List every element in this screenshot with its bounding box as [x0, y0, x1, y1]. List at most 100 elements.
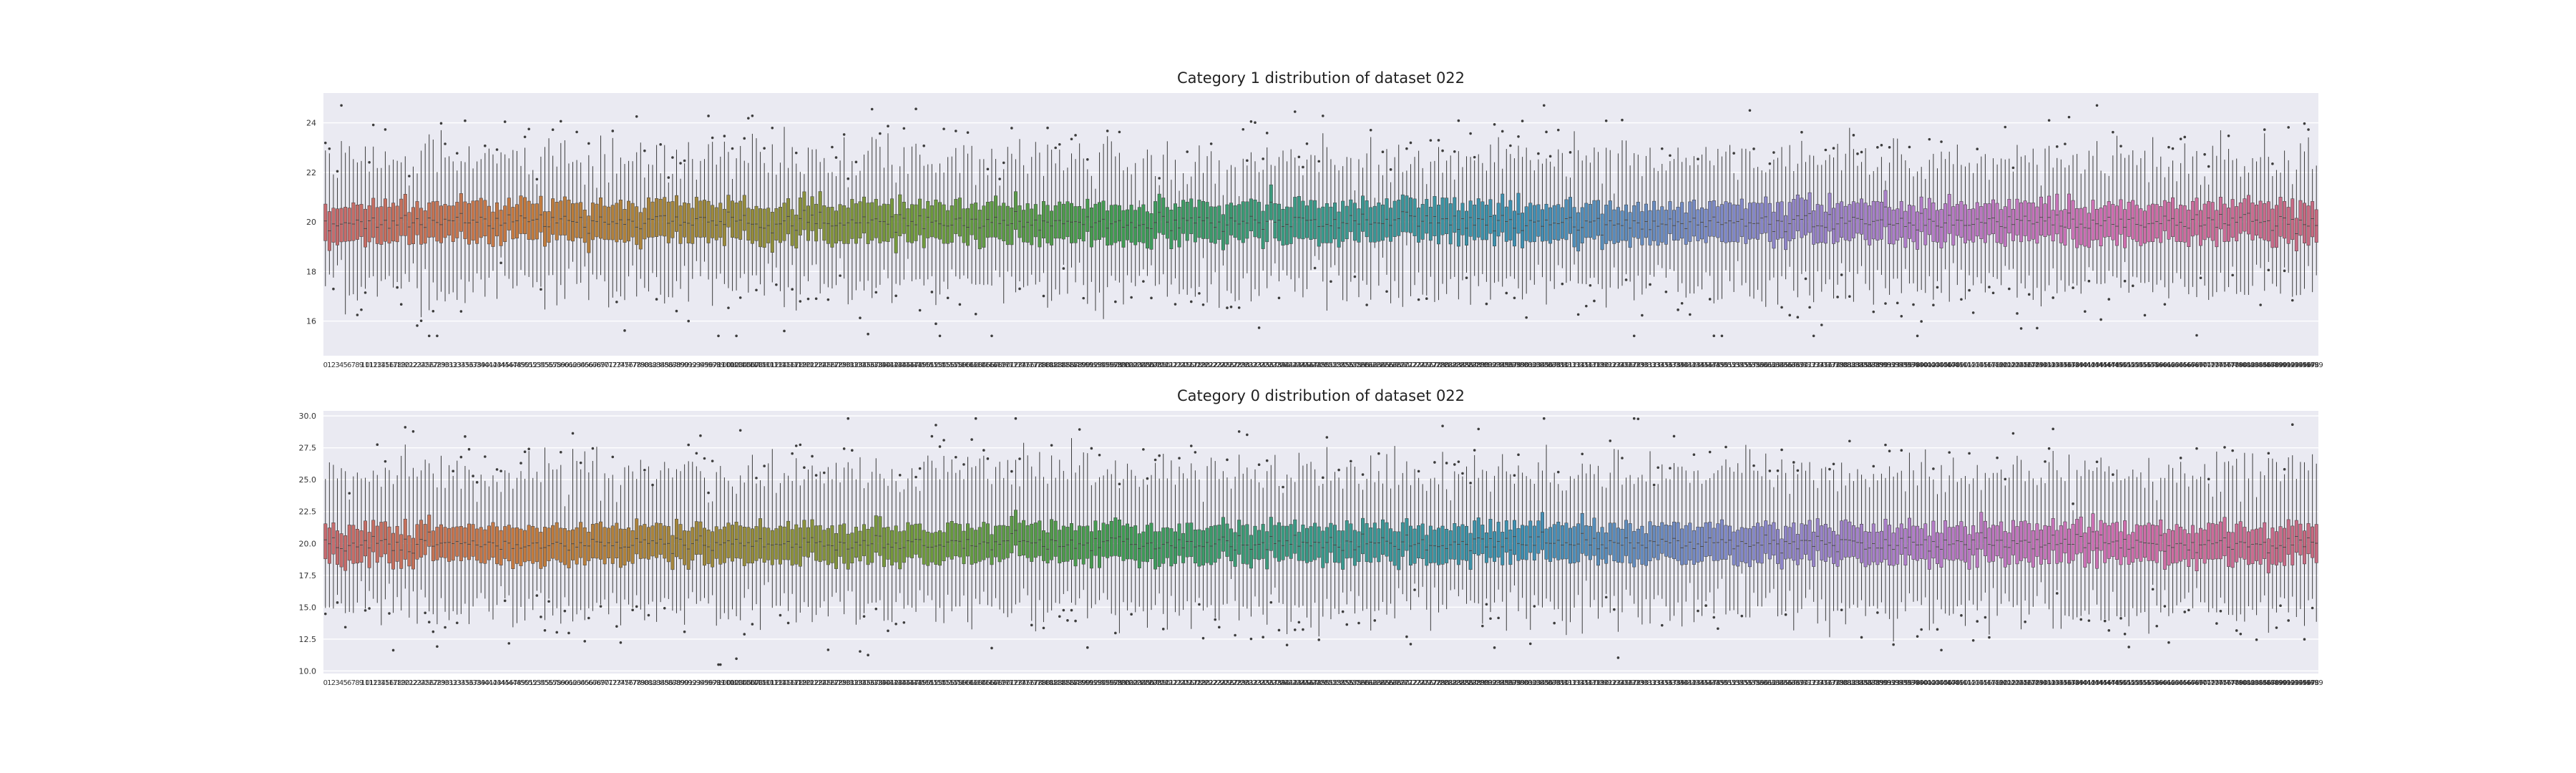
box-body	[1804, 199, 1807, 235]
box-201	[1126, 167, 1130, 276]
box-body	[806, 527, 810, 558]
x-tick-label: 342	[1683, 361, 1697, 369]
box-body	[1081, 208, 1085, 242]
box-149	[918, 155, 922, 312]
box-443	[2091, 155, 2095, 271]
box-298	[1512, 158, 1516, 300]
box-38	[475, 161, 479, 274]
box-267	[1389, 168, 1393, 303]
x-tick-label: 336	[1659, 361, 1673, 369]
box-body	[1568, 197, 1572, 234]
box-body	[2215, 210, 2219, 248]
box-body	[886, 204, 890, 242]
x-tick-label: 40	[480, 361, 489, 369]
box-body	[2227, 208, 2231, 242]
box-163	[974, 185, 978, 316]
x-tick-label: 405	[1935, 361, 1948, 369]
outlier-point	[938, 334, 942, 338]
x-tick-label: 333	[1647, 361, 1661, 369]
box-body	[1445, 198, 1449, 234]
outlier-point	[1848, 295, 1851, 298]
x-tick-label: 264	[1372, 361, 1385, 369]
box-body	[1337, 530, 1341, 563]
box-body	[1337, 211, 1341, 248]
outlier-point	[1341, 610, 1345, 613]
box-427	[2027, 162, 2031, 296]
box-body	[2223, 203, 2227, 242]
box-body	[746, 208, 751, 241]
x-tick-label: 83	[652, 361, 661, 369]
box-232	[1249, 120, 1253, 302]
box-423	[2011, 166, 2015, 269]
outlier-point	[563, 609, 567, 613]
box-29	[439, 122, 443, 292]
x-tick-label: 182	[1045, 361, 1058, 369]
x-tick-label: 338	[1667, 361, 1681, 369]
outlier-point	[1086, 157, 1089, 161]
x-tick-label: 413	[1966, 361, 1980, 369]
box-264	[1377, 165, 1381, 286]
outlier-point	[2064, 142, 2067, 145]
box-body	[2051, 210, 2055, 242]
outlier-point	[1465, 276, 1468, 279]
box-body	[343, 535, 348, 571]
box-body	[1165, 207, 1169, 239]
outlier-point	[467, 447, 471, 451]
outlier-point	[1896, 301, 1899, 305]
box-body	[942, 204, 946, 244]
x-tick-label: 269	[1392, 361, 1405, 369]
box-body	[2179, 205, 2183, 242]
box-body	[718, 203, 723, 238]
box-body	[2011, 208, 2015, 241]
outlier-point	[1752, 147, 1755, 150]
outlier-point	[1732, 152, 1735, 155]
box-body	[2003, 206, 2007, 247]
outlier-point	[1058, 142, 1061, 146]
outlier-point	[998, 178, 1001, 180]
x-tick-label: 380	[1835, 361, 1848, 369]
x-tick-label: 477	[2222, 361, 2235, 369]
x-tick-label: 464	[2170, 361, 2184, 369]
outlier-point	[1840, 273, 1843, 276]
x-tick-label: 9	[359, 361, 364, 369]
outlier-point	[436, 334, 439, 338]
box-383	[1851, 134, 1855, 302]
box-body	[2019, 202, 2024, 243]
outlier-point	[2072, 286, 2074, 289]
box-body	[1013, 191, 1018, 230]
box-body	[1752, 202, 1756, 239]
outlier-point	[887, 125, 889, 128]
box-body	[1408, 198, 1413, 233]
x-tick-label: 258	[1348, 361, 1362, 369]
box-202	[1129, 174, 1133, 299]
box-462	[2167, 145, 2171, 298]
x-tick-label: 308	[1548, 361, 1561, 369]
box-body	[1293, 519, 1297, 554]
outlier-point	[822, 471, 826, 475]
box-body	[1740, 198, 1744, 237]
x-tick-label: 165	[977, 361, 990, 369]
box-body	[711, 205, 715, 238]
box-body	[1285, 206, 1289, 245]
x-tick-label: 353	[1727, 361, 1741, 369]
box-body	[770, 530, 774, 565]
x-tick-label: 407	[1943, 361, 1956, 369]
outlier-point	[1409, 141, 1413, 145]
x-tick-label: 123	[809, 361, 823, 369]
outlier-point	[2112, 130, 2114, 134]
box-body	[1508, 530, 1513, 565]
outlier-point	[1688, 313, 1692, 316]
box-body	[407, 212, 411, 245]
box-body	[1181, 200, 1186, 234]
box-body	[1173, 203, 1177, 240]
x-tick-label: 231	[1240, 361, 1254, 369]
x-tick-label: 340	[1675, 361, 1689, 369]
outlier-point	[1884, 302, 1887, 305]
outlier-point	[2271, 162, 2274, 165]
box-492	[2286, 126, 2290, 273]
box-body	[1484, 205, 1488, 240]
box-287	[1468, 132, 1473, 305]
outlier-point	[619, 641, 623, 644]
x-tick-label: 451	[2118, 361, 2132, 369]
outlier-point	[459, 455, 463, 459]
